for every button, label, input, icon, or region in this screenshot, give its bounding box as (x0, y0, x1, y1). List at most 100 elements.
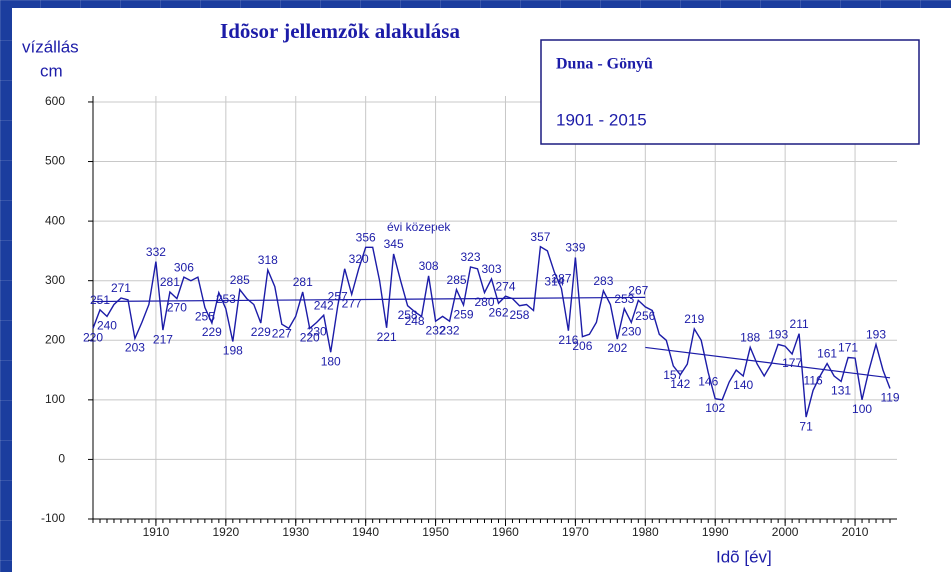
y-tick-label: 100 (45, 392, 65, 406)
data-label: 308 (419, 259, 439, 273)
data-label: 203 (125, 341, 145, 355)
data-label: 303 (481, 262, 501, 276)
data-label: 258 (398, 308, 418, 322)
data-label: 219 (684, 312, 704, 326)
data-label: 258 (509, 308, 529, 322)
data-label: 271 (111, 281, 131, 295)
data-line (92, 245, 891, 418)
grid: -100 0 100 200 300 400 500 600 1910 1920 1930 1940 1… (41, 94, 897, 539)
legend-box (540, 39, 920, 145)
data-label: 280 (474, 295, 494, 309)
y-tick-label: 300 (45, 273, 65, 287)
data-label: 277 (342, 297, 362, 311)
data-label: 71 (799, 419, 813, 433)
data-label: 240 (97, 319, 117, 333)
trend-line (92, 296, 646, 303)
data-label: 221 (377, 330, 397, 344)
data-label: 220 (300, 331, 320, 345)
data-label: 306 (174, 260, 194, 274)
annotation: évi közepek (387, 220, 451, 234)
data-label: 229 (251, 325, 271, 339)
data-label: 232 (426, 323, 446, 337)
x-tick-label: 1930 (282, 525, 309, 539)
trend-line (645, 346, 891, 379)
x-tick-label: 1960 (492, 525, 519, 539)
data-label: 230 (307, 325, 327, 339)
data-label: 257 (328, 289, 348, 303)
data-label: 270 (167, 301, 187, 315)
data-label: 259 (454, 307, 474, 321)
data-label: 253 (216, 292, 236, 306)
data-label: 100 (852, 402, 872, 416)
data-label: 180 (321, 354, 341, 368)
y-axis-unit: cm (40, 61, 63, 80)
x-tick-label: 1910 (143, 525, 170, 539)
data-label: 202 (607, 341, 627, 355)
x-tick-label: 1920 (212, 525, 239, 539)
data-label: 211 (790, 317, 809, 331)
data-label: 285 (230, 273, 250, 287)
data-label: 285 (447, 273, 467, 287)
data-label: 217 (153, 332, 173, 346)
x-tick-label: 2000 (772, 525, 799, 539)
data-label: 256 (635, 309, 655, 323)
data-label: 193 (768, 328, 788, 342)
plot: 2202512402712033322172812703062552292531… (83, 230, 900, 433)
data-label: 157 (663, 368, 683, 382)
data-label: 267 (628, 284, 648, 298)
data-label: 142 (670, 377, 690, 391)
x-tick-label: 1940 (352, 525, 379, 539)
data-label: 188 (740, 331, 760, 345)
data-label: 227 (272, 326, 292, 340)
data-label: 171 (838, 341, 858, 355)
data-label: 102 (705, 401, 725, 415)
data-label: 314 (544, 275, 564, 289)
data-label: 193 (866, 328, 886, 342)
data-label: 262 (488, 306, 508, 320)
data-label: 318 (258, 253, 278, 267)
data-label: 281 (160, 275, 180, 289)
data-label: 161 (817, 347, 837, 361)
data-label: 242 (314, 298, 334, 312)
x-tick-label: 2010 (842, 525, 869, 539)
y-tick-label: 400 (45, 213, 65, 227)
data-label: 357 (530, 230, 550, 244)
data-label: 230 (621, 325, 641, 339)
x-tick-label: 1990 (702, 525, 729, 539)
data-label: 274 (495, 279, 515, 293)
legend-period: 1901 - 2015 (556, 110, 647, 129)
data-label: 146 (698, 375, 718, 389)
data-label: 339 (565, 241, 585, 255)
data-label: 116 (804, 373, 823, 387)
data-label: 206 (572, 339, 592, 353)
data-label: 356 (356, 230, 376, 244)
data-label: 345 (384, 237, 404, 251)
y-tick-label: 500 (45, 154, 65, 168)
x-tick-label: 1950 (422, 525, 449, 539)
data-label: 332 (146, 245, 166, 259)
data-label: 229 (202, 325, 222, 339)
legend-river: Duna - Gönyû (556, 56, 653, 73)
data-label: 198 (223, 344, 243, 358)
data-label: 232 (440, 323, 460, 337)
y-tick-label: 0 (58, 452, 65, 466)
data-label: 220 (83, 331, 103, 345)
data-label: 216 (558, 333, 578, 347)
data-label: 251 (90, 293, 110, 307)
x-axis-label: Idõ [év] (716, 547, 772, 566)
data-label: 287 (551, 272, 571, 286)
data-label: 253 (614, 292, 634, 306)
data-label: 320 (349, 252, 369, 266)
chart-title: Idõsor jellemzõk alakulása (220, 19, 460, 43)
data-label: 281 (293, 275, 313, 289)
data-label: 283 (593, 274, 613, 288)
data-label: 248 (405, 314, 425, 328)
y-tick-label: 200 (45, 332, 65, 346)
data-label: 255 (195, 310, 215, 324)
data-label: 119 (880, 391, 899, 405)
y-axis-label: vízállás (22, 37, 79, 56)
data-label: 323 (461, 250, 481, 264)
x-tick-label: 1980 (632, 525, 659, 539)
